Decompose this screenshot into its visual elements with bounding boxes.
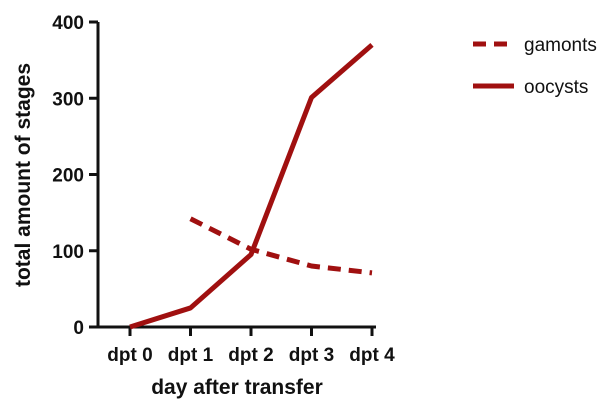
x-axis-title: day after transfer	[151, 376, 323, 399]
x-tick-label: dpt 4	[349, 345, 395, 366]
y-tick-label: 300	[52, 89, 84, 110]
x-ticks: dpt 0 dpt 1 dpt 2 dpt 3 dpt 4	[107, 327, 395, 366]
legend: gamonts oocysts	[473, 35, 597, 98]
x-tick-label: dpt 0	[107, 345, 152, 366]
legend-label-oocysts: oocysts	[524, 77, 588, 98]
series-layer	[129, 42, 374, 330]
x-tick-label: dpt 2	[228, 345, 273, 366]
y-tick-label: 0	[73, 318, 84, 339]
y-tick-label: 100	[52, 242, 84, 263]
x-tick-label: dpt 3	[289, 345, 334, 366]
x-tick-label: dpt 1	[168, 345, 214, 366]
y-axis-title: total amount of stages	[12, 63, 35, 287]
axes	[96, 22, 376, 329]
y-tick-label: 200	[52, 166, 84, 187]
y-tick-label: 400	[52, 13, 84, 34]
series-line-oocysts	[129, 42, 374, 330]
series-line-gamonts	[189, 216, 373, 276]
legend-label-gamonts: gamonts	[524, 35, 597, 56]
y-ticks: 0 100 200 300 400	[52, 13, 98, 339]
